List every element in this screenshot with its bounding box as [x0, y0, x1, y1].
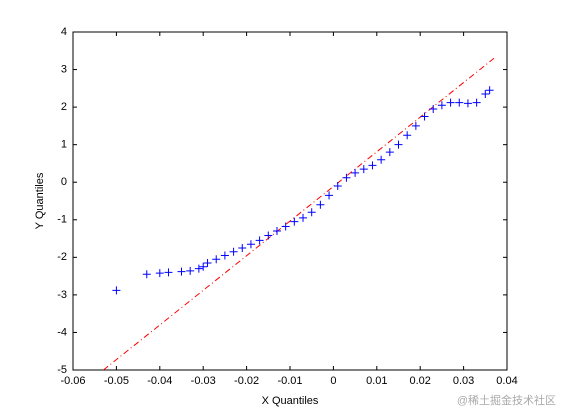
marker	[272, 227, 281, 236]
x-tick-label: 0.02	[409, 375, 430, 387]
marker	[186, 266, 195, 275]
marker	[463, 99, 472, 108]
reference-line	[103, 57, 495, 371]
marker	[485, 86, 494, 95]
marker	[411, 121, 420, 130]
marker	[333, 181, 342, 190]
y-tick-label: -3	[57, 289, 67, 301]
marker	[325, 191, 334, 200]
marker	[420, 112, 429, 121]
marker	[264, 231, 273, 240]
x-tick-label: -0.02	[234, 375, 259, 387]
marker	[220, 251, 229, 260]
y-tick-label: 0	[61, 176, 67, 188]
marker	[446, 98, 455, 107]
marker	[342, 173, 351, 182]
marker	[429, 104, 438, 113]
marker	[290, 217, 299, 226]
marker	[255, 236, 264, 245]
y-tick-label: -2	[57, 251, 67, 263]
marker	[299, 213, 308, 222]
x-tick-label: -0.04	[147, 375, 172, 387]
y-tick-label: -1	[57, 214, 67, 226]
marker	[377, 155, 386, 164]
x-tick-label: 0	[330, 375, 336, 387]
y-tick-label: 3	[61, 63, 67, 75]
x-tick-label: 0.01	[366, 375, 387, 387]
marker	[142, 270, 151, 279]
marker	[403, 131, 412, 140]
marker	[281, 222, 290, 231]
axes-box	[72, 31, 508, 371]
x-tick-label: -0.03	[191, 375, 216, 387]
marker	[437, 101, 446, 110]
y-tick-label: 1	[61, 139, 67, 151]
marker	[455, 98, 464, 107]
x-tick-label: -0.06	[60, 375, 85, 387]
y-tick-label: -4	[57, 326, 67, 338]
y-tick-label: -5	[57, 364, 67, 376]
x-tick-label: 0.03	[453, 375, 474, 387]
marker	[203, 258, 212, 267]
marker	[164, 268, 173, 277]
marker	[394, 140, 403, 149]
watermark: @稀土掘金技术社区	[457, 393, 556, 407]
x-tick-label: -0.01	[277, 375, 302, 387]
x-tick-label: 0.04	[496, 375, 517, 387]
x-tick-label: -0.05	[104, 375, 129, 387]
marker	[481, 89, 490, 98]
y-axis-label: Y Quantiles	[34, 172, 46, 229]
marker	[246, 240, 255, 249]
marker	[307, 208, 316, 217]
y-tick-label: 4	[61, 26, 67, 38]
x-axis-label: X Quantiles	[262, 395, 319, 407]
marker	[316, 200, 325, 209]
marker	[238, 243, 247, 252]
marker	[112, 286, 121, 295]
marker	[368, 161, 377, 170]
marker	[177, 267, 186, 276]
marker	[194, 264, 203, 273]
marker	[359, 165, 368, 174]
marker	[385, 148, 394, 157]
marker	[351, 168, 360, 177]
marker	[229, 247, 238, 256]
marker	[212, 255, 221, 264]
marker	[199, 262, 208, 271]
y-tick-label: 2	[61, 101, 67, 113]
marker	[155, 269, 164, 278]
marker	[472, 98, 481, 107]
